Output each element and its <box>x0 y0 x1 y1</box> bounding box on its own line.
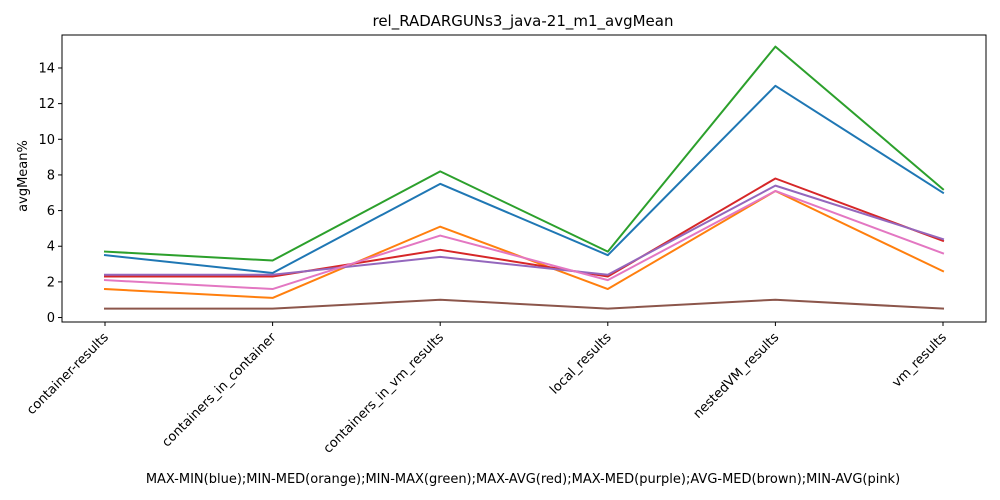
y-tick-label: 8 <box>47 168 55 183</box>
series-line-3 <box>103 45 945 262</box>
y-tick-label: 0 <box>47 311 55 326</box>
y-tick-label: 14 <box>38 61 55 76</box>
y-axis-label: avgMean% <box>16 140 31 212</box>
y-tick-label: 6 <box>47 204 55 219</box>
series-line-6 <box>104 298 945 310</box>
y-tick-label: 4 <box>47 240 55 255</box>
series-line-5 <box>104 184 945 276</box>
series-line-7 <box>103 189 945 291</box>
axes-frame <box>61 34 987 323</box>
y-tick-label: 12 <box>38 97 55 112</box>
series-line-4 <box>104 177 945 278</box>
y-tick-label: 10 <box>38 133 55 148</box>
x-axis-label: MAX-MIN(blue);MIN-MED(orange);MIN-MAX(gr… <box>146 472 900 487</box>
y-tick-label: 2 <box>47 275 55 290</box>
series-line-1 <box>103 84 945 274</box>
chart-title: rel_RADARGUNs3_java-21_m1_avgMean <box>372 12 673 31</box>
